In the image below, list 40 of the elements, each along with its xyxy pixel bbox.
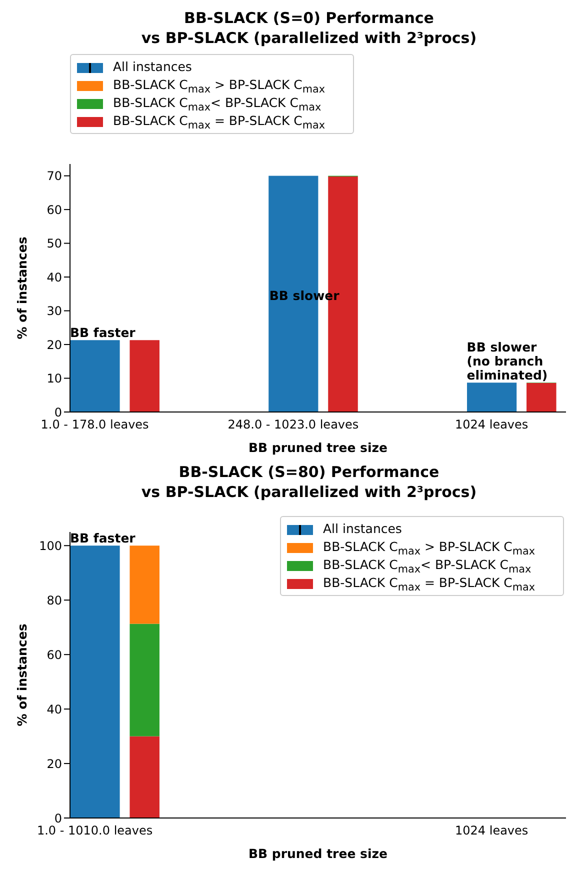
y-tick-label: 70 [46,169,62,184]
x-tick-label: 1024 leaves [455,824,528,838]
y-tick-label: 40 [46,702,62,716]
y-tick-label: 80 [46,593,62,608]
y-tick-label: 0 [54,405,62,420]
x-axis-title: BB pruned tree size [248,440,388,455]
y-tick-label: 60 [46,648,62,662]
legend-label: BB-SLACK C$_{max}$ > BP-SLACK C$_{max}$ [323,539,536,558]
legend-label: BB-SLACK C$_{max}$ = BP-SLACK C$_{max}$ [323,575,536,594]
annotation: BB faster [70,530,136,546]
bar [70,340,120,412]
x-tick-label: 1.0 - 1010.0 leaves [36,824,153,838]
y-axis-title: % of instances [14,624,30,726]
legend-label: All instances [323,521,402,536]
y-tick-label: 30 [46,304,62,318]
y-tick-label: 40 [46,270,62,284]
y-tick-label: 10 [46,372,62,386]
chart-title: BB-SLACK (S=80) Performance vs BP-SLACK (parallelized with 2³procs) [140,462,478,502]
chart-title: BB-SLACK (S=0) Performance vs BP-SLACK (parallelized with 2³procs) [140,8,478,48]
annotation: BB slower (no branch eliminated) [466,340,548,383]
y-tick-label: 20 [46,338,62,352]
annotation: BB faster [70,325,136,340]
x-tick-label: 1024 leaves [455,418,528,432]
legend-label: All instances [113,59,192,74]
bar [467,382,517,412]
bar [130,340,160,412]
y-tick-label: 20 [46,756,62,771]
x-axis-title: BB pruned tree size [248,846,388,861]
y-tick-label: 100 [39,538,62,553]
legend-label: BB-SLACK C$_{max}$< BP-SLACK C$_{max}$ [113,95,322,114]
x-tick-label: 1.0 - 178.0 leaves [40,418,149,432]
y-tick-label: 0 [54,811,62,826]
legend-label: BB-SLACK C$_{max}$ = BP-SLACK C$_{max}$ [113,113,326,132]
y-tick-label: 50 [46,236,62,251]
legend-label: BB-SLACK C$_{max}$ > BP-SLACK C$_{max}$ [113,77,326,96]
x-tick-label: 248.0 - 1023.0 leaves [228,418,359,432]
legend-label: BB-SLACK C$_{max}$< BP-SLACK C$_{max}$ [323,557,532,576]
bar [526,382,556,412]
y-tick-label: 60 [46,202,62,217]
y-axis-title: % of instances [14,236,30,340]
